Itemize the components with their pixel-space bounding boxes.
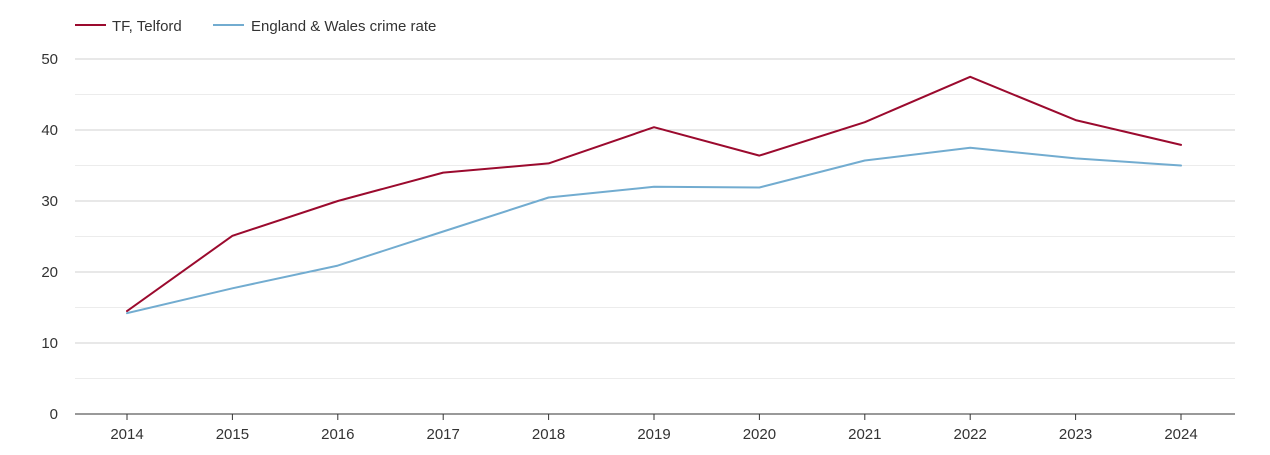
y-tick-label: 20	[41, 264, 58, 281]
x-tick-label: 2019	[637, 426, 670, 443]
series-lines	[124, 74, 1184, 316]
y-tick-label: 10	[41, 335, 58, 352]
x-tick-label: 2020	[743, 426, 776, 443]
data-point-series-1[interactable]	[651, 184, 657, 190]
data-point-series-1[interactable]	[862, 158, 868, 164]
data-point-series-1[interactable]	[546, 194, 552, 200]
data-point-series-1[interactable]	[229, 285, 235, 291]
data-point-series-1[interactable]	[124, 310, 130, 316]
x-tick-label: 2018	[532, 426, 565, 443]
data-point-series-0[interactable]	[440, 170, 446, 176]
x-tick-label: 2024	[1164, 426, 1197, 443]
y-tick-label: 30	[41, 193, 58, 210]
series-line-1[interactable]	[126, 146, 1182, 315]
x-tick-label: 2014	[110, 426, 143, 443]
legend: TF, Telford England & Wales crime rate	[75, 18, 436, 35]
x-tick-label: 2021	[848, 426, 881, 443]
data-point-series-1[interactable]	[756, 185, 762, 191]
x-tick-label: 2017	[427, 426, 460, 443]
data-point-series-0[interactable]	[1178, 142, 1184, 148]
legend-item-series-1[interactable]: England & Wales crime rate	[213, 18, 436, 35]
legend-label-series-0: TF, Telford	[112, 18, 182, 35]
axes: 0 10 20 30 40 50 2014 2015 2016 2017 2018 2019 2020 2…	[41, 51, 1235, 443]
data-point-series-1[interactable]	[440, 229, 446, 235]
data-point-series-0[interactable]	[546, 160, 552, 166]
y-tick-label: 0	[50, 406, 58, 423]
data-point-series-0[interactable]	[967, 74, 973, 80]
data-point-series-1[interactable]	[1073, 155, 1079, 161]
x-tick-label: 2016	[321, 426, 354, 443]
x-tick-label: 2023	[1059, 426, 1092, 443]
data-point-series-0[interactable]	[862, 119, 868, 125]
y-tick-label: 40	[41, 122, 58, 139]
data-point-series-0[interactable]	[229, 233, 235, 239]
data-point-series-0[interactable]	[651, 124, 657, 130]
x-tick-label: 2015	[216, 426, 249, 443]
series-line-0[interactable]	[126, 75, 1182, 313]
gridlines	[75, 58, 1235, 379]
x-tick-label: 2022	[954, 426, 987, 443]
data-point-series-0[interactable]	[335, 198, 341, 204]
data-point-series-1[interactable]	[967, 145, 973, 151]
data-point-series-1[interactable]	[1178, 163, 1184, 169]
legend-item-series-0[interactable]: TF, Telford	[75, 18, 182, 35]
y-tick-label: 50	[41, 51, 58, 68]
data-point-series-1[interactable]	[335, 263, 341, 269]
legend-label-series-1: England & Wales crime rate	[251, 18, 436, 35]
data-point-series-0[interactable]	[1073, 117, 1079, 123]
data-point-series-0[interactable]	[756, 153, 762, 159]
